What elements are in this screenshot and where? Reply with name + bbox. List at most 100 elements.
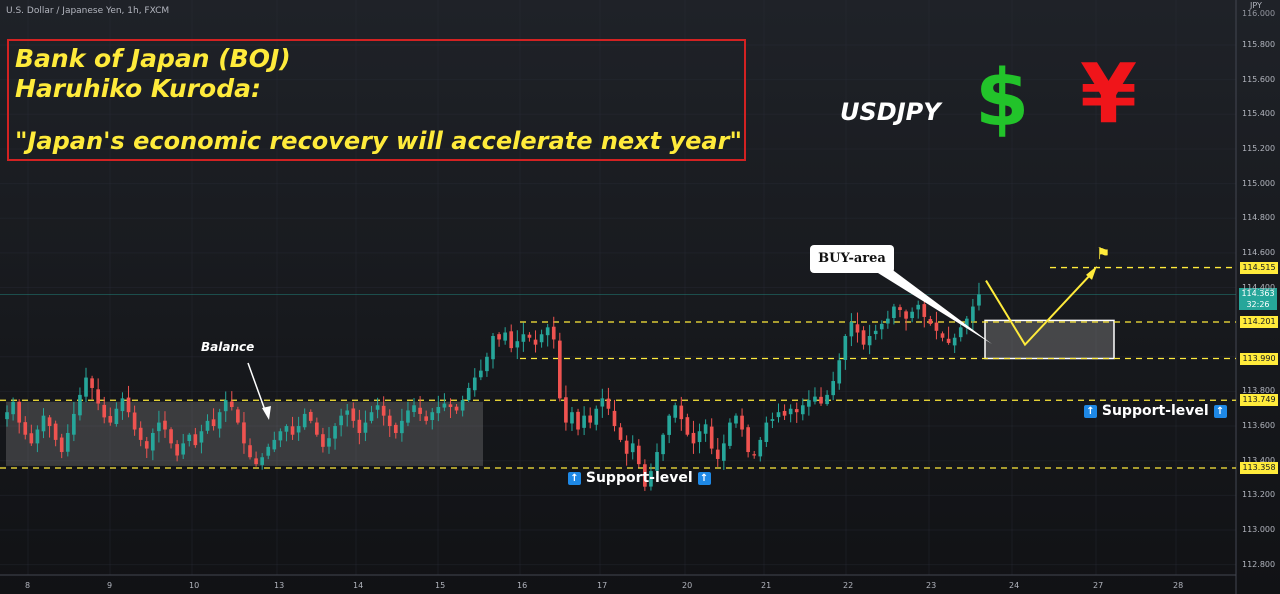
x-tick-label: 10 xyxy=(189,581,200,590)
candle-body xyxy=(758,439,763,457)
candle-body xyxy=(102,404,107,418)
candle-body xyxy=(509,331,514,349)
level-price-badge: 113.749 xyxy=(1240,394,1278,407)
candle-body xyxy=(90,378,94,388)
countdown: 32:26 xyxy=(1246,300,1270,309)
candle-body xyxy=(813,396,817,402)
candle-body xyxy=(157,422,161,432)
candle-body xyxy=(709,426,714,449)
candle-body xyxy=(72,413,76,435)
candle-body xyxy=(977,294,981,306)
candle-body xyxy=(479,370,483,378)
x-tick-label: 17 xyxy=(597,581,608,590)
candle-body xyxy=(843,335,848,360)
headline-line-3: "Japan's economic recovery will accelera… xyxy=(15,127,742,155)
candle-body xyxy=(861,330,866,345)
ticker-label: USDJPY xyxy=(840,98,941,126)
candle-body xyxy=(254,458,258,465)
candle-body xyxy=(776,412,781,418)
dollar-icon: $ xyxy=(975,54,1030,144)
x-tick-label: 24 xyxy=(1009,581,1020,590)
candle-body xyxy=(794,409,799,413)
candle-body xyxy=(181,443,186,455)
candle-body xyxy=(539,334,544,343)
candle-body xyxy=(728,422,732,446)
candle-body xyxy=(819,396,823,404)
candle-body xyxy=(964,318,969,328)
candle-body xyxy=(606,398,611,409)
headline-line-1: Bank of Japan (BOJ) xyxy=(15,44,291,73)
candle-body xyxy=(752,454,757,456)
candle-body xyxy=(327,438,331,447)
candle-body xyxy=(424,416,429,421)
x-tick-label: 20 xyxy=(682,581,693,590)
candle-body xyxy=(770,419,775,421)
candle-body xyxy=(84,377,88,397)
candle-body xyxy=(661,434,665,455)
candle-body xyxy=(612,410,617,427)
flag-icon: ⚑ xyxy=(1096,244,1111,263)
y-tick-label: 115.000 xyxy=(1242,178,1276,188)
symbol-title: U.S. Dollar / Japanese Yen, 1h, FXCM xyxy=(6,6,170,16)
candle-body xyxy=(266,446,271,456)
projection-arrow-head xyxy=(1086,265,1097,280)
headline-box: Bank of Japan (BOJ) Haruhiko Kuroda: "Ja… xyxy=(7,39,746,161)
candle-body xyxy=(946,338,951,343)
projection-path xyxy=(985,271,1094,347)
candle-body xyxy=(290,426,295,435)
candle-body xyxy=(873,330,878,335)
candle-body xyxy=(764,422,769,442)
candle-body xyxy=(205,420,210,431)
x-tick-label: 8 xyxy=(25,581,31,590)
candle-body xyxy=(898,307,902,311)
x-tick-label: 23 xyxy=(926,581,937,590)
candle-body xyxy=(126,397,131,413)
x-tick-label: 15 xyxy=(435,581,446,590)
candle-body xyxy=(418,407,422,414)
arrow-up-icon: ↑ xyxy=(697,471,711,485)
candle-body xyxy=(837,360,842,384)
candle-body xyxy=(618,427,623,440)
candle-body xyxy=(649,471,653,487)
candle-body xyxy=(630,443,635,453)
candle-body xyxy=(315,422,319,435)
candle-body xyxy=(144,441,149,449)
candle-body xyxy=(722,443,726,461)
y-tick-label: 115.400 xyxy=(1242,109,1276,119)
candle-body xyxy=(952,337,957,346)
x-tick-label: 16 xyxy=(517,581,528,590)
candle-body xyxy=(849,322,854,337)
candle-body xyxy=(697,431,702,443)
candle-body xyxy=(624,440,629,454)
candle-body xyxy=(892,306,896,318)
candle-body xyxy=(363,422,368,433)
candle-body xyxy=(260,457,264,465)
candle-body xyxy=(5,412,9,420)
balance-arrow-head xyxy=(262,406,271,420)
candle-body xyxy=(916,304,921,310)
y-tick-label: 113.400 xyxy=(1242,455,1276,465)
candle-body xyxy=(187,434,192,442)
arrow-up-icon: ↑ xyxy=(1084,404,1097,418)
arrow-up-icon: ↑ xyxy=(568,471,581,485)
candle-body xyxy=(278,431,283,441)
candle-body xyxy=(715,449,720,459)
y-tick-label: 115.800 xyxy=(1242,40,1276,50)
candle-body xyxy=(922,304,927,317)
candle-body xyxy=(217,412,222,429)
support-level-text: Support-level xyxy=(1101,403,1209,419)
current-price: 114.363 xyxy=(1241,289,1275,298)
candle-body xyxy=(551,326,556,340)
candle-body xyxy=(527,334,532,338)
candle-body xyxy=(879,323,884,330)
candle-body xyxy=(588,415,593,423)
candle-body xyxy=(375,405,380,410)
y-tick-label: 113.000 xyxy=(1242,524,1276,534)
candle-body xyxy=(272,439,277,450)
candle-body xyxy=(406,410,410,423)
candle-body xyxy=(345,410,350,415)
candle-body xyxy=(521,334,526,342)
candle-body xyxy=(236,409,240,423)
